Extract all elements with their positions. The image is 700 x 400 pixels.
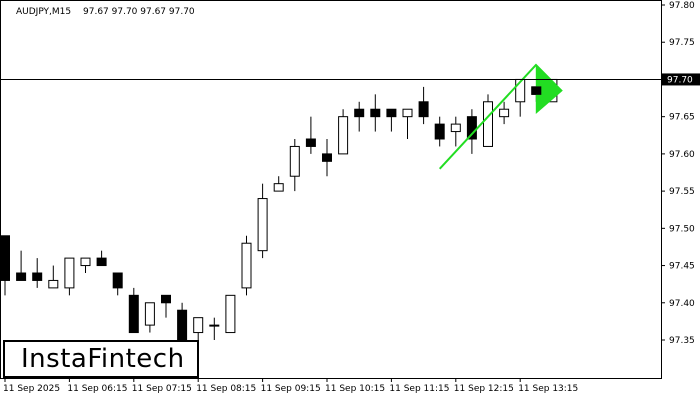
candle [483, 94, 493, 147]
candle [0, 235, 10, 296]
y-tick-label: 97.35 [669, 336, 695, 346]
candle [322, 139, 332, 177]
candle [64, 257, 75, 296]
candle-body-bear [0, 235, 10, 281]
candle [193, 317, 204, 340]
candle-body-bull [483, 101, 493, 147]
candle-body-bear [112, 272, 123, 289]
candle-body-bull [209, 324, 220, 327]
candle [161, 294, 171, 318]
flag-pole [438, 63, 538, 170]
candle-body-bear [16, 272, 27, 281]
y-tick-label: 97.45 [669, 262, 695, 272]
y-tick-label: 97.40 [669, 299, 695, 309]
candle-body-bear [128, 294, 139, 334]
candle-body-bull [289, 145, 300, 177]
candle [289, 139, 300, 192]
candle [80, 257, 91, 273]
candle [402, 108, 413, 139]
candle [305, 116, 316, 154]
candle-body-bear [466, 116, 477, 140]
candle-body-bull [499, 108, 510, 118]
candle-body-bull [80, 257, 91, 267]
candle-body-bull [338, 116, 349, 155]
candle [241, 235, 252, 296]
candle [338, 109, 349, 155]
chart-ohlc: 97.67 97.70 97.67 97.70 [83, 7, 195, 17]
candle [32, 258, 43, 288]
candle-body-bear [434, 123, 445, 140]
plot-area [0, 0, 662, 379]
candle-body-bull [402, 108, 413, 118]
candle [112, 272, 123, 296]
candle-body-bear [305, 138, 316, 147]
x-tick-label: 11 Sep 12:15 [454, 384, 514, 394]
candle-body-bull [273, 183, 284, 192]
y-tick-label: 97.50 [669, 224, 695, 234]
candle [128, 287, 139, 334]
candle [16, 250, 27, 281]
candle [386, 108, 397, 132]
candle-body-bear [418, 101, 429, 118]
y-tick-label: 97.65 [669, 113, 695, 123]
logo-text: InstaFintech [21, 344, 185, 374]
candle [434, 116, 445, 147]
candle-body-bull [257, 198, 268, 252]
candle-body-bull [450, 123, 461, 133]
candle-body-bear [370, 108, 381, 118]
candle-body-bear [161, 294, 171, 304]
x-tick-label: 11 Sep 10:15 [325, 384, 385, 394]
candle-body-bear [96, 257, 107, 267]
candle-body-bull [64, 257, 75, 289]
candle-body-bear [354, 108, 365, 118]
candle [48, 265, 59, 289]
y-tick-label: 97.75 [669, 38, 695, 48]
candle [257, 183, 268, 259]
candle-body-bull [144, 302, 155, 326]
x-tick-label: 11 Sep 09:15 [261, 384, 321, 394]
current-price-badge: 97.70 [662, 73, 700, 86]
x-tick-label: 11 Sep 08:15 [196, 384, 256, 394]
candle [209, 317, 220, 340]
y-tick-label: 97.80 [669, 1, 695, 11]
y-tick-label: 97.55 [669, 187, 695, 197]
instafintech-logo: InstaFintech [3, 340, 199, 378]
x-tick-label: 11 Sep 06:15 [67, 384, 127, 394]
candle [370, 94, 381, 132]
candle [96, 250, 107, 267]
candle-body-bull [225, 294, 236, 334]
candle-body-bull [193, 317, 204, 334]
candle [499, 101, 510, 125]
candle-body-bear [386, 108, 397, 118]
candle-body-bear [322, 153, 332, 162]
chart-symbol: AUDJPY,M15 [16, 7, 71, 17]
candle [450, 116, 461, 147]
x-tick-label: 11 Sep 07:15 [132, 384, 192, 394]
current-price-label: 97.70 [667, 75, 693, 85]
y-tick-label: 97.60 [669, 150, 695, 160]
x-tick-label: 11 Sep 2025 [3, 384, 60, 394]
candle-body-bear [531, 86, 542, 95]
flag-pattern [438, 63, 563, 170]
candle [418, 86, 429, 125]
axis-layer: 97.80 97.75 97.65 97.60 97.55 97.50 97.45 97.40… [3, 1, 695, 394]
candle [273, 176, 284, 192]
x-tick-label: 11 Sep 13:15 [518, 384, 578, 394]
candle [354, 101, 365, 132]
x-tick-label: 11 Sep 11:15 [389, 384, 449, 394]
candle [225, 294, 236, 334]
candle-body-bear [32, 272, 43, 281]
candle-body-bull [241, 242, 252, 289]
candle [144, 302, 155, 333]
candle-body-bull [48, 279, 59, 289]
